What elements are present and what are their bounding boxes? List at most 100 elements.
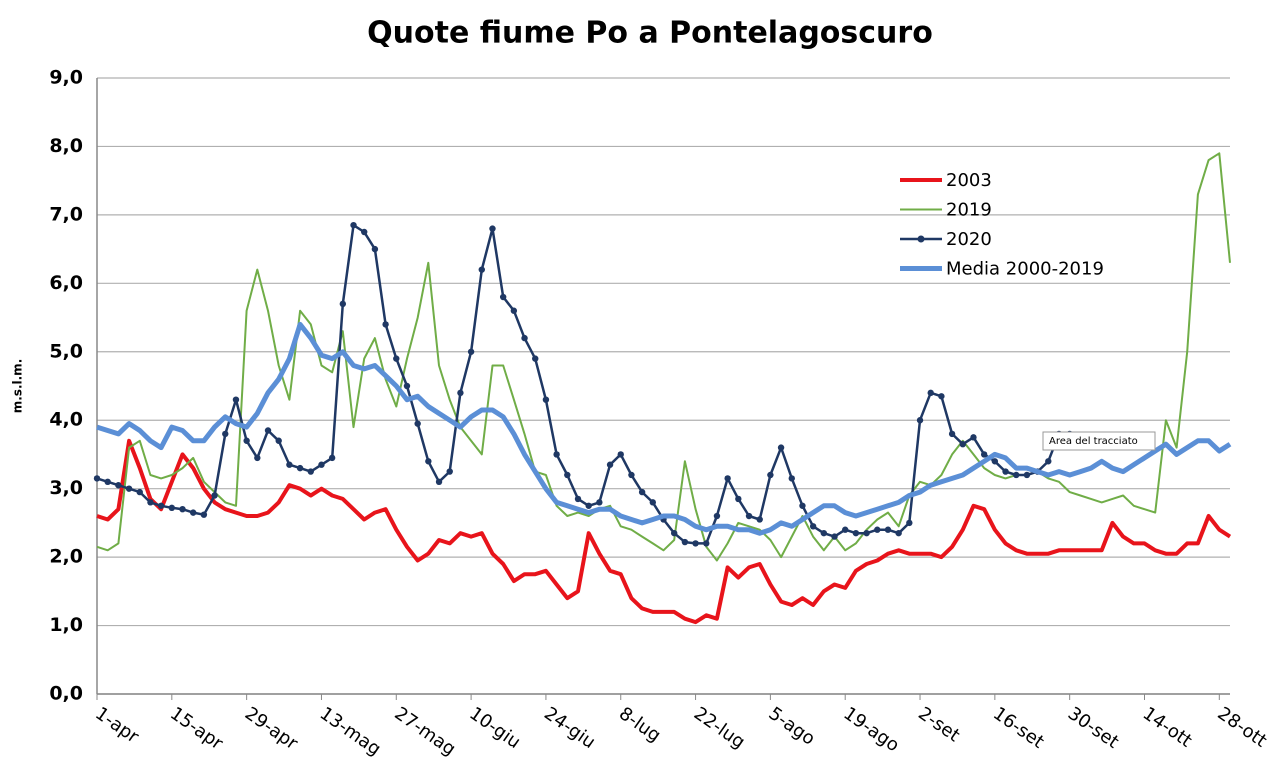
x-tick-label: 29-apr xyxy=(241,703,302,755)
y-tick-label: 7,0 xyxy=(49,203,83,225)
x-tick-label: 5-ago xyxy=(765,703,819,750)
x-tick-label: 24-giu xyxy=(540,703,599,753)
point xyxy=(799,502,806,509)
point xyxy=(393,355,400,362)
tooltip-box xyxy=(1042,431,1156,451)
point xyxy=(959,440,966,448)
point xyxy=(318,461,325,468)
point xyxy=(980,451,988,458)
legend-label: 2020 xyxy=(946,229,992,250)
point xyxy=(906,519,913,527)
x-tick-label: 16-set xyxy=(989,703,1048,753)
point xyxy=(820,529,828,537)
x-tick-label: 19-ago xyxy=(839,703,903,756)
point xyxy=(93,475,101,482)
y-tick-label: 8,0 xyxy=(49,135,83,157)
point xyxy=(756,516,763,523)
legend-label: 2019 xyxy=(946,200,992,221)
x-tick-label: 10-giu xyxy=(465,703,524,753)
point xyxy=(371,245,379,253)
point xyxy=(617,451,624,458)
point xyxy=(574,495,582,503)
point xyxy=(927,389,934,397)
point xyxy=(532,355,539,362)
point xyxy=(467,348,475,355)
point xyxy=(446,468,453,475)
point xyxy=(735,495,742,503)
point xyxy=(168,504,176,512)
point xyxy=(863,529,870,537)
point xyxy=(874,526,881,533)
x-tick-label: 28-ott xyxy=(1214,703,1271,752)
point xyxy=(638,488,646,496)
point xyxy=(564,471,571,479)
x-tick-label: 22-lug xyxy=(690,703,749,753)
point xyxy=(403,382,411,390)
y-tick-label: 2,0 xyxy=(49,546,83,568)
x-tick-label: 27-mag xyxy=(391,703,460,760)
point xyxy=(382,321,389,328)
point xyxy=(211,492,218,499)
legend-label: 2003 xyxy=(946,170,992,191)
point xyxy=(681,538,689,546)
point xyxy=(328,454,336,462)
point xyxy=(361,228,368,236)
point xyxy=(777,444,785,451)
point xyxy=(670,529,678,537)
point xyxy=(179,506,186,513)
point xyxy=(115,482,122,489)
point xyxy=(499,293,507,301)
point xyxy=(489,225,496,232)
point xyxy=(521,334,528,342)
y-axis-label: m.s.l.m. xyxy=(11,359,25,414)
y-tick-label: 5,0 xyxy=(49,340,83,362)
point xyxy=(842,526,849,533)
point xyxy=(232,396,240,403)
point xyxy=(1023,471,1031,479)
point xyxy=(457,389,464,397)
point xyxy=(938,393,945,400)
point xyxy=(307,468,314,475)
point xyxy=(136,488,143,496)
y-tick-label: 3,0 xyxy=(49,477,83,499)
point xyxy=(745,512,753,520)
point xyxy=(264,427,272,434)
point xyxy=(254,454,261,462)
point xyxy=(692,540,699,547)
y-tick-label: 9,0 xyxy=(49,67,83,89)
point xyxy=(286,461,293,468)
point xyxy=(628,471,635,479)
point xyxy=(243,437,250,444)
point xyxy=(1045,458,1052,465)
point xyxy=(596,499,603,506)
point xyxy=(296,464,304,472)
point xyxy=(200,511,208,518)
y-tick-label: 1,0 xyxy=(49,614,83,636)
point xyxy=(414,420,421,427)
point xyxy=(510,307,518,314)
x-tick-label: 2-set xyxy=(914,703,963,746)
x-tick-label: 14-ott xyxy=(1139,703,1196,752)
point xyxy=(189,509,197,516)
point xyxy=(157,502,165,509)
point xyxy=(222,430,229,438)
x-tick-label: 13-mag xyxy=(316,703,385,760)
point xyxy=(991,458,999,465)
point xyxy=(852,529,860,537)
point xyxy=(542,396,550,403)
point xyxy=(916,417,924,424)
point xyxy=(831,533,838,540)
point xyxy=(147,499,154,506)
point xyxy=(703,540,710,547)
legend-marker xyxy=(917,235,925,243)
point xyxy=(809,523,817,530)
point xyxy=(125,485,133,492)
x-tick-label: 30-set xyxy=(1064,703,1123,753)
point xyxy=(350,221,357,229)
series-line xyxy=(96,321,1232,536)
point xyxy=(1013,471,1020,479)
x-tick-label: 15-apr xyxy=(166,703,227,755)
point xyxy=(478,266,485,273)
point xyxy=(884,526,892,533)
